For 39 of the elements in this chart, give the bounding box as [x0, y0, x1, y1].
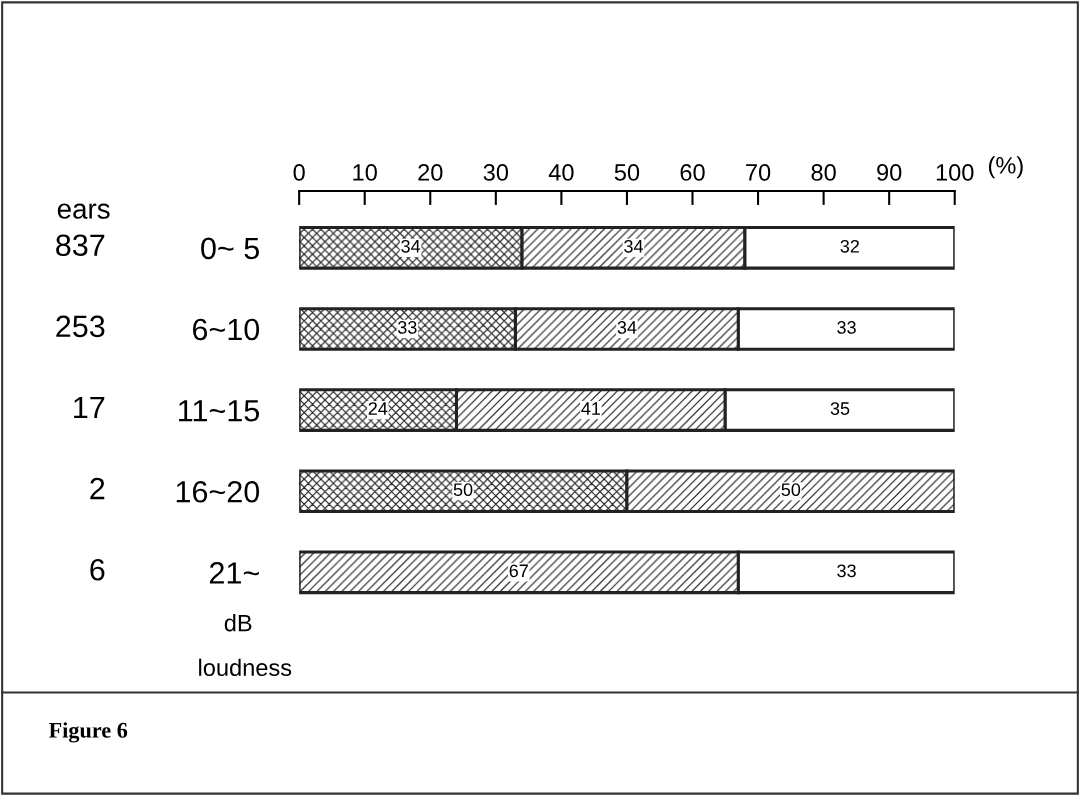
data-label: 50 [453, 483, 473, 497]
x-tick-label: 50 [614, 164, 640, 181]
data-label: 67 [509, 564, 528, 578]
text: loudness [199, 658, 292, 677]
text: 837 [56, 234, 105, 257]
data-label: 34 [401, 239, 421, 253]
text: 6 [90, 558, 105, 581]
x-tick-label: 40 [548, 164, 574, 181]
data-label: 33 [837, 321, 856, 334]
y-tick-label: 16~20 [176, 480, 260, 503]
x-tick-label: 30 [483, 164, 509, 181]
y-tick-label: 21~ [209, 562, 259, 584]
x-tick-label: 20 [418, 164, 443, 181]
x-tick-label: 90 [877, 164, 902, 181]
x-tick-label: 10 [353, 164, 377, 181]
data-label: 34 [617, 321, 637, 334]
caption: Figure 6 [48, 722, 128, 743]
x-tick-label: 100 [936, 164, 974, 181]
text: 17 [74, 396, 105, 418]
data-label: 41 [581, 402, 601, 415]
x-axis-title: (%) [988, 156, 1023, 179]
x-tick-label: 0 [293, 164, 305, 181]
y-tick-label: 0~ 5 [201, 237, 259, 260]
text: 253 [56, 315, 105, 338]
x-tick-label: 60 [680, 164, 705, 181]
data-label: 33 [837, 564, 856, 578]
data-label: 34 [624, 239, 644, 253]
text: dB [224, 614, 252, 632]
data-label: 33 [397, 321, 417, 334]
y-tick-label: 11~15 [179, 400, 259, 422]
text: ears [57, 203, 110, 219]
x-tick-label: 80 [811, 164, 836, 181]
text: 2 [90, 477, 105, 500]
data-label: 32 [840, 239, 859, 253]
x-tick-label: 70 [746, 164, 771, 181]
y-tick-label: 6~10 [193, 318, 260, 341]
data-label: 50 [781, 483, 801, 497]
data-label: 24 [368, 402, 388, 415]
data-label: 35 [830, 402, 850, 415]
